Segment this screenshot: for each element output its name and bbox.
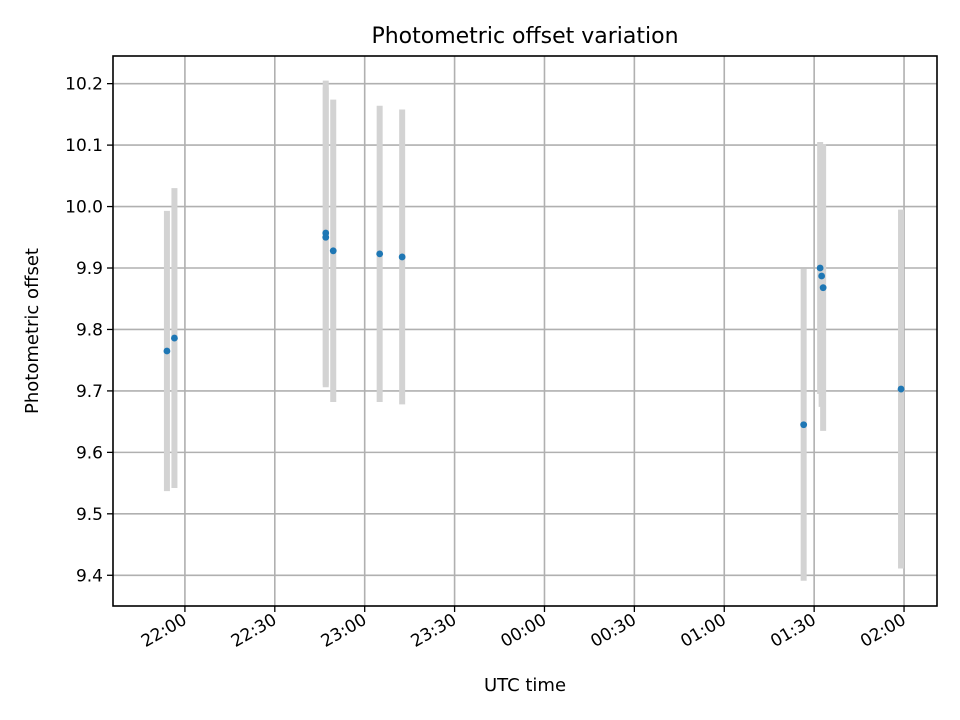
y-tick-label: 10.0	[65, 198, 103, 218]
data-point	[376, 250, 384, 258]
x-tick-label: 01:30	[767, 610, 819, 652]
y-tick-label: 9.6	[76, 443, 103, 463]
data-point	[163, 347, 171, 355]
error-bars	[163, 80, 905, 581]
chart-title: Photometric offset variation	[371, 24, 678, 49]
y-tick-label: 9.9	[76, 259, 103, 279]
x-axis-ticks: 22:00 22:30 23:00 23:30 00:00 00:30 01:00 01:30…	[138, 606, 910, 652]
y-axis-ticks: 9.4 9.5 9.6 9.7 9.8 9.9 10.0 10.1 10.2	[65, 75, 113, 586]
y-tick-label: 9.7	[76, 382, 103, 402]
data-point	[818, 272, 826, 280]
y-tick-label: 10.1	[65, 136, 103, 156]
x-tick-label: 00:30	[587, 610, 639, 652]
x-tick-label: 22:30	[228, 610, 280, 652]
x-tick-label: 01:00	[677, 610, 729, 652]
data-point	[329, 247, 337, 255]
y-tick-label: 9.4	[76, 566, 103, 586]
data-point	[171, 334, 178, 342]
x-tick-label: 02:00	[857, 610, 909, 652]
grid	[113, 56, 937, 606]
x-tick-label: 23:00	[318, 610, 370, 652]
plot-frame	[112, 55, 938, 607]
x-axis-label: UTC time	[484, 675, 566, 696]
y-axis-label: Photometric offset	[22, 248, 43, 414]
y-tick-label: 9.8	[76, 320, 103, 340]
data-point	[819, 284, 827, 292]
y-tick-label: 10.2	[65, 75, 103, 95]
data-point	[800, 421, 808, 429]
data-point	[816, 264, 824, 272]
data-point	[398, 253, 406, 261]
data-point	[322, 233, 330, 241]
x-tick-label: 22:00	[138, 610, 190, 652]
data-points	[163, 229, 905, 429]
data-point	[897, 385, 905, 393]
y-tick-label: 9.5	[76, 505, 103, 525]
x-tick-label: 23:30	[408, 610, 460, 652]
x-tick-label: 00:00	[498, 610, 550, 652]
